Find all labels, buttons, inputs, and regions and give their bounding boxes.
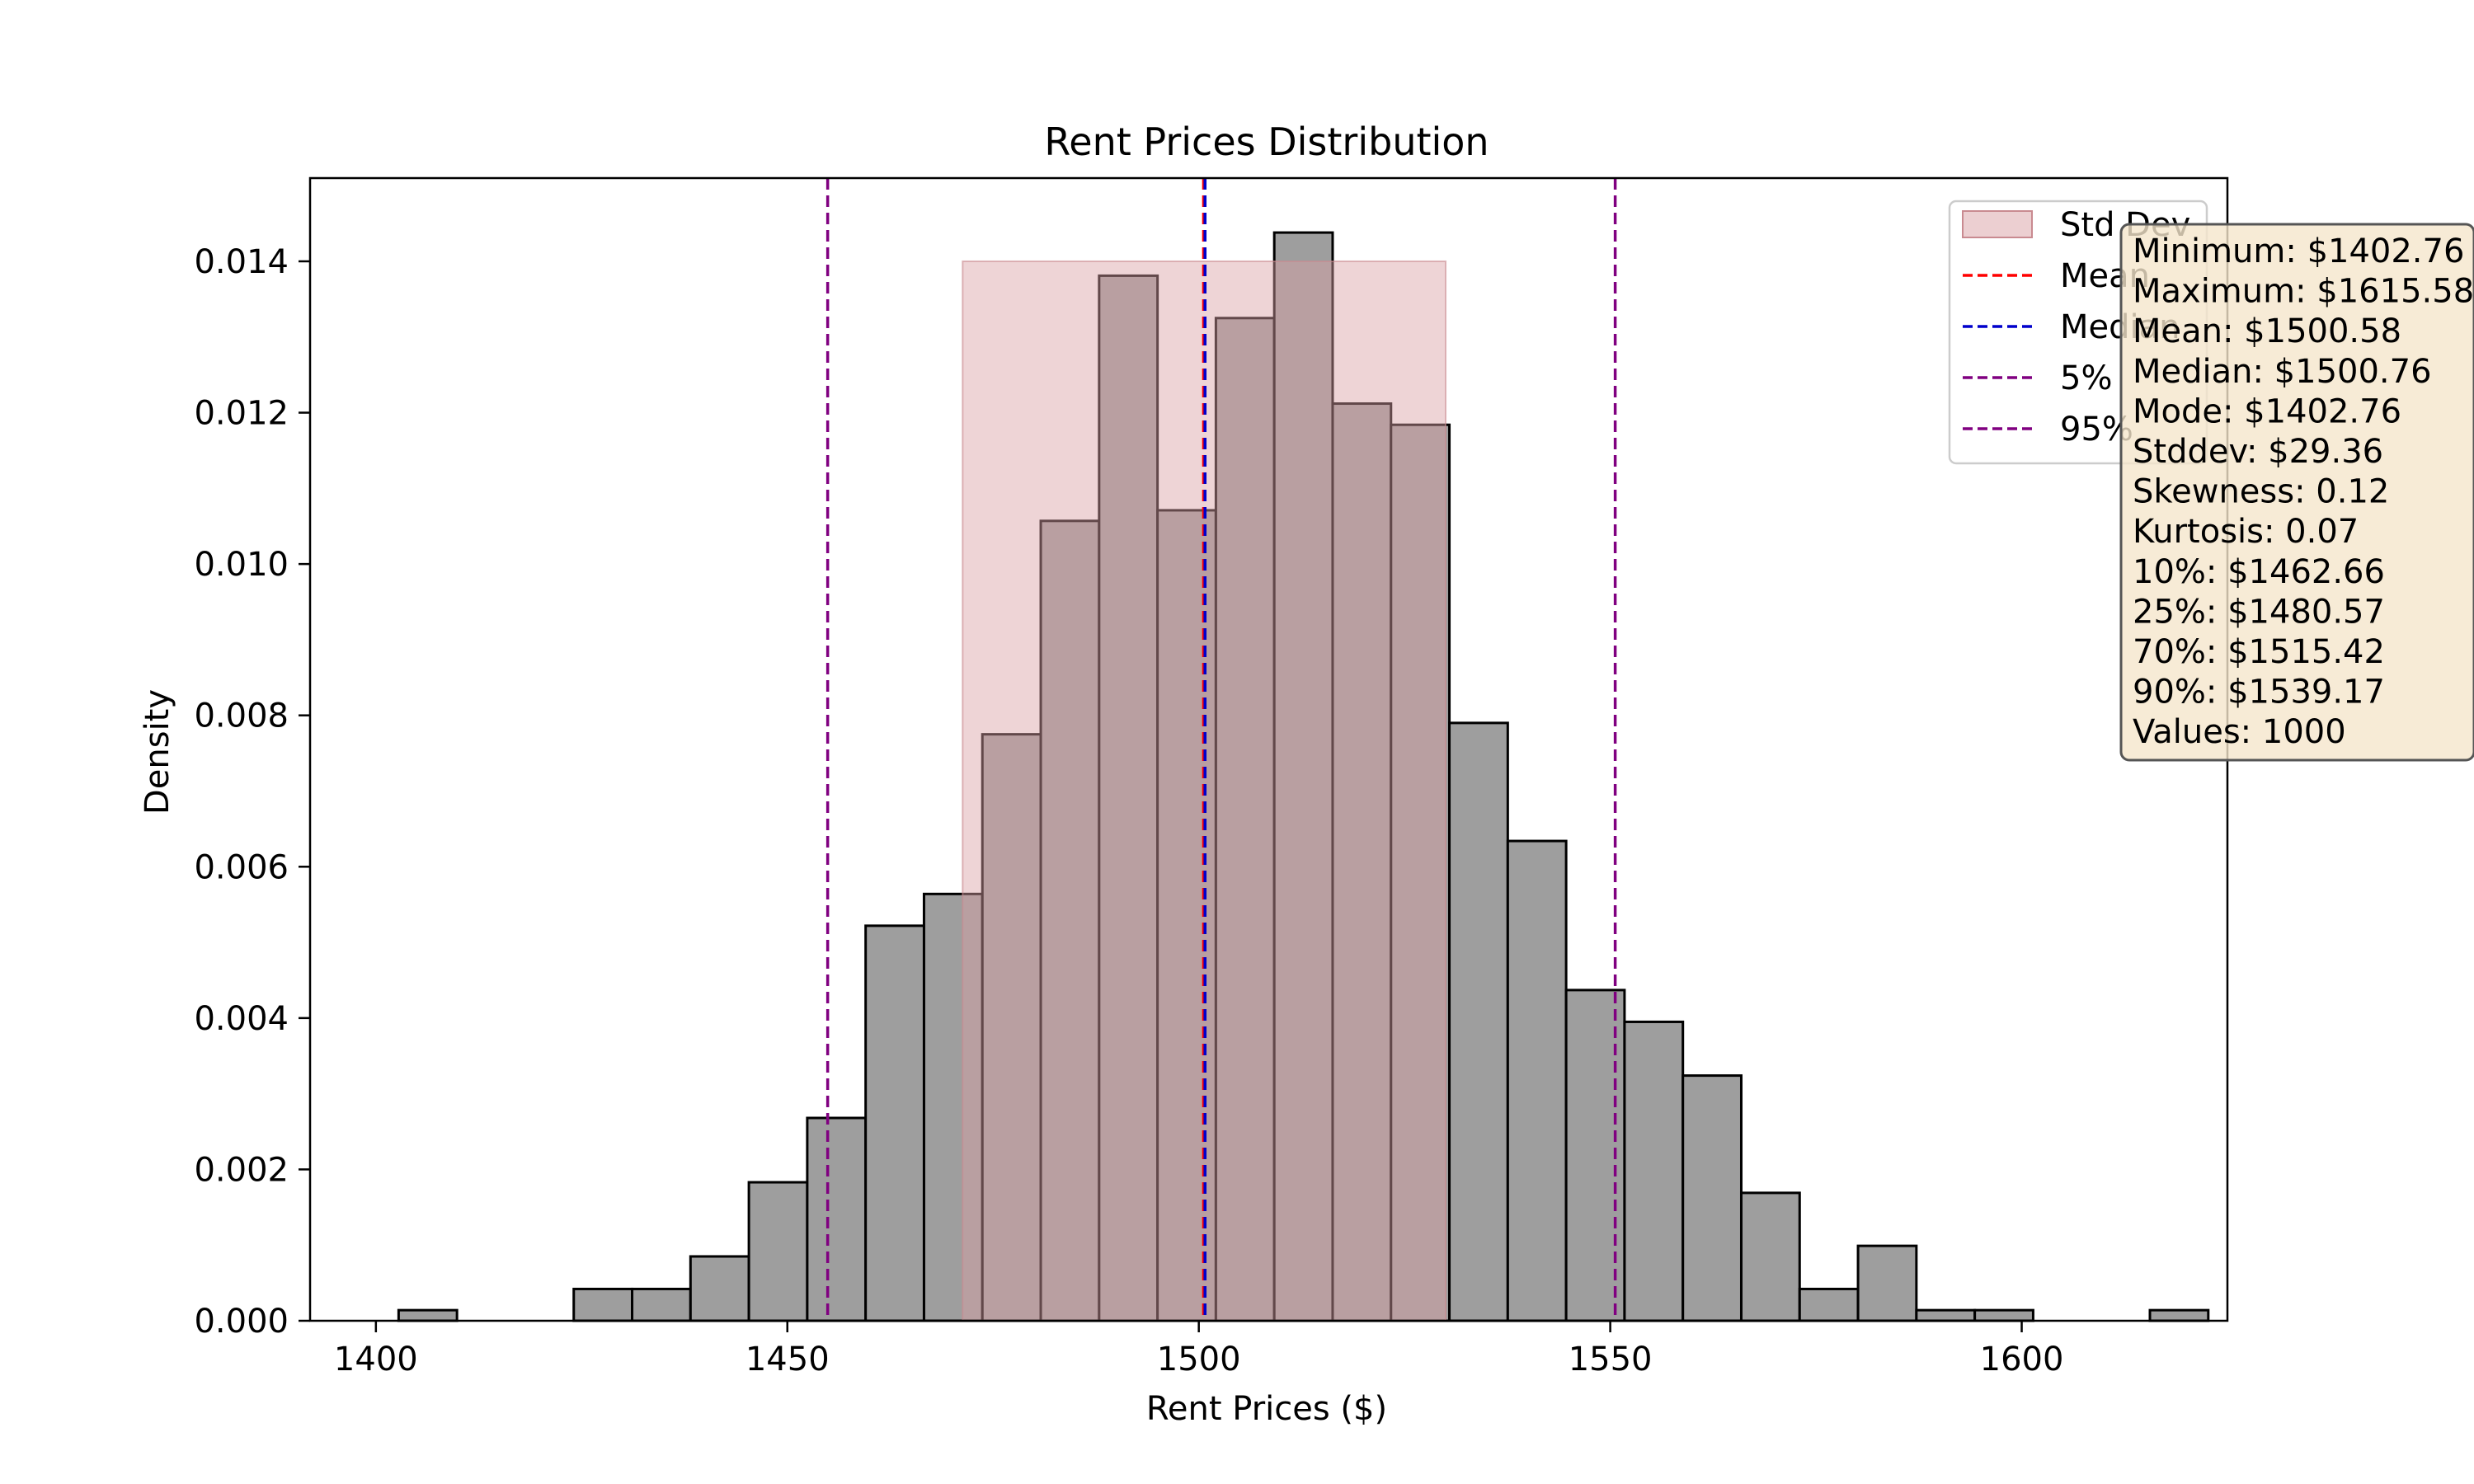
- stats-line: Mode: $1402.76: [2133, 392, 2401, 430]
- stats-line: Kurtosis: 0.07: [2133, 513, 2359, 551]
- y-tick-label: 0.004: [194, 1000, 289, 1038]
- stats-line: Values: 1000: [2133, 713, 2346, 751]
- reference-lines: [825, 178, 1617, 1321]
- histogram-bar: [1915, 1308, 1977, 1322]
- stats-line: Skewness: 0.12: [2133, 473, 2389, 511]
- y-tick-label: 0.006: [194, 848, 289, 886]
- histogram-bar: [1039, 519, 1101, 1322]
- histogram-bar: [981, 733, 1042, 1322]
- stats-line: Mean: $1500.58: [2133, 312, 2401, 350]
- y-tick-label: 0.002: [194, 1151, 289, 1189]
- legend-swatch: [1962, 210, 2033, 238]
- stats-line: Minimum: $1402.76: [2133, 232, 2464, 270]
- y-axis-label: Density: [139, 689, 176, 815]
- histogram-bar: [747, 1181, 809, 1322]
- y-tick-label: 0.012: [194, 395, 289, 433]
- y-tick-label: 0.008: [194, 697, 289, 735]
- histogram-bar: [806, 1116, 868, 1322]
- stats-line: 25%: $1480.57: [2133, 593, 2385, 631]
- stats-line: Maximum: $1615.58: [2133, 273, 2474, 311]
- histogram-bar: [1798, 1287, 1860, 1322]
- histogram-bar: [1214, 317, 1276, 1322]
- y-tick-label: 0.010: [194, 546, 289, 584]
- histogram-bar: [1272, 231, 1334, 1322]
- histogram-bar: [1448, 721, 1509, 1322]
- histogram-bar: [1681, 1074, 1743, 1322]
- stats-line: Stddev: $29.36: [2133, 433, 2383, 471]
- histogram-bar: [1856, 1244, 1918, 1322]
- y-tick-label: 0.014: [194, 243, 289, 281]
- x-tick-label: 1600: [1980, 1341, 2064, 1378]
- histogram-bar: [1973, 1308, 2034, 1322]
- x-axis-label: Rent Prices ($): [1146, 1390, 1387, 1428]
- y-tick-label: 0.000: [194, 1303, 289, 1341]
- stats-box-background: [2119, 223, 2474, 762]
- histogram-bar: [631, 1287, 692, 1322]
- histogram-bar: [572, 1287, 634, 1322]
- legend-label: 5%: [2060, 359, 2112, 397]
- histogram-bar: [1331, 402, 1393, 1322]
- histogram-bar: [1739, 1191, 1801, 1322]
- histogram-bar: [1506, 839, 1568, 1322]
- histogram-bar: [1390, 423, 1451, 1322]
- x-tick-label: 1550: [1569, 1341, 1653, 1378]
- histogram-bar: [689, 1255, 750, 1322]
- chart-title: Rent Prices Distribution: [1044, 120, 1489, 164]
- histogram-bar: [1098, 274, 1159, 1322]
- histogram-bar: [397, 1308, 459, 1322]
- histogram-bars: [397, 231, 2210, 1322]
- histogram-bar: [1623, 1020, 1685, 1322]
- stats-line: 90%: $1539.17: [2133, 674, 2385, 711]
- x-tick-label: 1400: [334, 1341, 418, 1378]
- x-tick-label: 1450: [745, 1341, 830, 1378]
- x-tick-label: 1500: [1157, 1341, 1241, 1378]
- stats-line: 10%: $1462.66: [2133, 553, 2385, 591]
- histogram-bar: [2148, 1308, 2210, 1322]
- y-axis-ticks: 0.000 0.002 0.004 0.006 0.008 0.010 0.012 0.014: [194, 243, 310, 1341]
- histogram-bar: [864, 924, 925, 1322]
- stats-line: Median: $1500.76: [2133, 353, 2432, 391]
- x-axis-ticks: 1400 1450 1500 1550 1600: [334, 1321, 2064, 1378]
- stats-line: 70%: $1515.42: [2133, 633, 2385, 671]
